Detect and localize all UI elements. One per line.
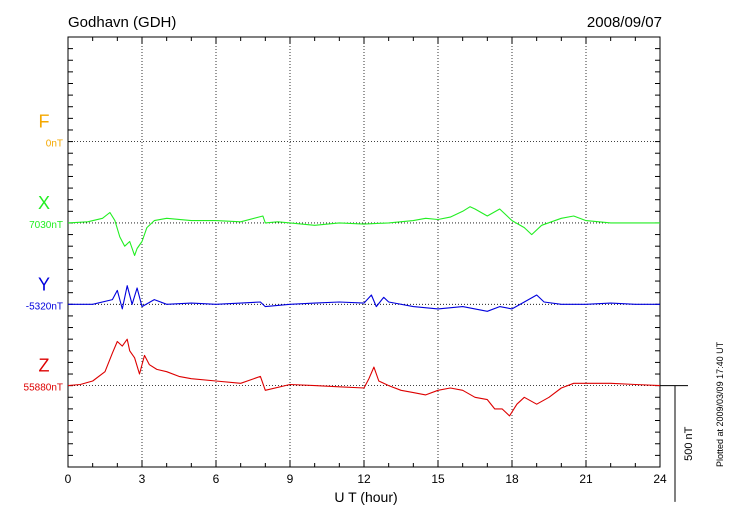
component-name-x: X	[38, 193, 50, 213]
x-axis-label: U T (hour)	[334, 489, 397, 505]
x-tick-label: 21	[579, 472, 593, 486]
x-tick-label: 3	[139, 472, 146, 486]
scale-bar-label: 500 nT	[683, 426, 695, 461]
x-tick-label: 9	[287, 472, 294, 486]
component-baseline-y: -5320nT	[26, 301, 63, 312]
plot-frame	[67, 36, 661, 468]
component-baseline-x: 7030nT	[29, 220, 63, 231]
x-tick-label: 12	[357, 472, 371, 486]
plot-border	[67, 36, 661, 468]
component-name-f: F	[39, 112, 50, 132]
series-layer	[67, 206, 661, 417]
series-line-z	[67, 338, 661, 417]
x-tick-label: 24	[653, 472, 667, 486]
x-tick-label: 6	[213, 472, 220, 486]
x-tick-label: 0	[65, 472, 72, 486]
plot-date: 2008/09/07	[587, 14, 662, 31]
component-baseline-f: 0nT	[46, 139, 63, 150]
series-line-y	[68, 285, 660, 312]
component-labels: F 0nT X 7030nT Y -5320nT Z 55880nT	[24, 112, 63, 394]
x-axis: 0 3 6 9 12 15 18 21 24	[65, 37, 667, 486]
component-name-z: Z	[39, 356, 50, 376]
x-tick-label: 18	[505, 472, 519, 486]
component-baseline-z: 55880nT	[24, 383, 63, 394]
grid-lines	[68, 37, 660, 467]
station-title: Godhavn (GDH)	[68, 14, 176, 31]
component-name-y: Y	[38, 274, 50, 294]
series-line-x	[67, 206, 660, 257]
plotted-timestamp: Plotted at 2009/03/09 17:40 UT	[715, 341, 725, 467]
x-tick-label: 15	[431, 472, 445, 486]
scale-bar: 500 nT	[660, 385, 695, 502]
